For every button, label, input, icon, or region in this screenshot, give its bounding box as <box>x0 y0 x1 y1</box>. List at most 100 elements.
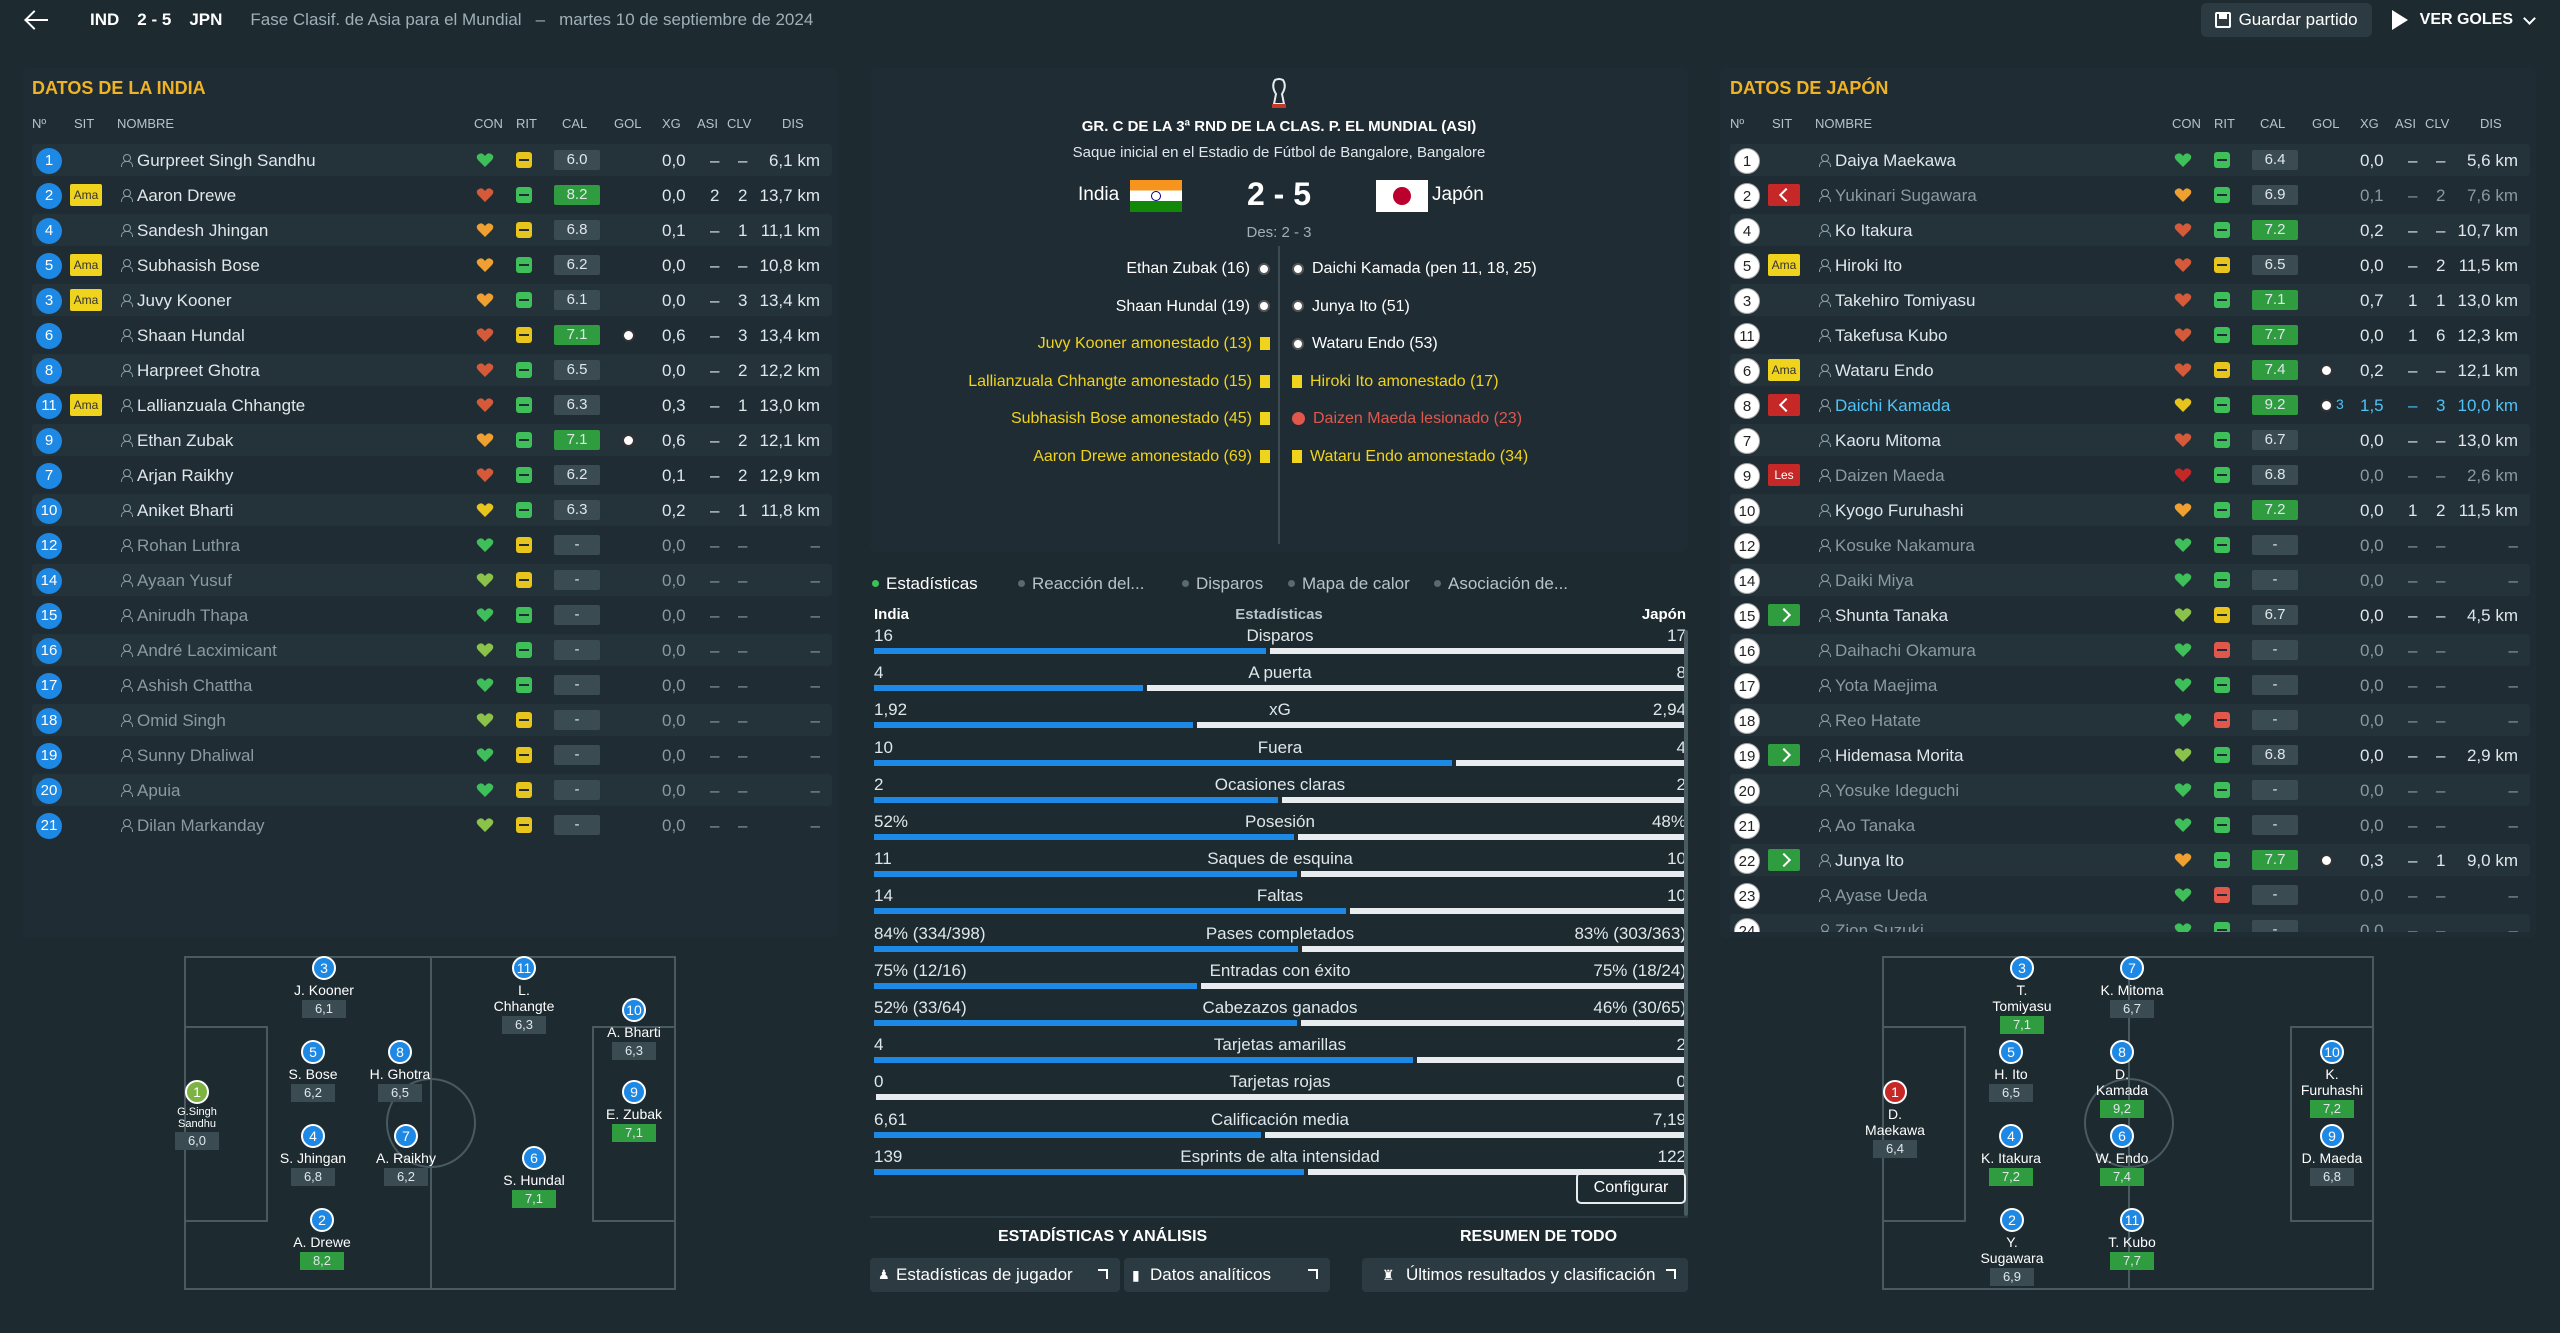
player-name[interactable]: Apuia <box>137 781 181 800</box>
india-player-row[interactable]: 7 Arjan Raikhy 6.2 0,1 –2 12,9 km <box>32 459 832 491</box>
player-name[interactable]: Daizen Maeda <box>1835 466 1945 485</box>
player-name[interactable]: Arjan Raikhy <box>137 466 234 485</box>
india-player-row[interactable]: 3 Ama Juvy Kooner 6.1 0,0–3 13,4 km <box>32 284 832 316</box>
japan-player-row[interactable]: 6 Ama Wataru Endo 7.4 0,2– –12,1 km <box>1730 354 2530 386</box>
india-player-row[interactable]: 9 Ethan Zubak 7.1 0,6 –2 12,1 km <box>32 424 832 456</box>
player-name[interactable]: Zion Suzuki <box>1835 921 1924 932</box>
pitch-player[interactable]: 3 T. Tomiyasu 7,1 <box>1987 956 2057 1034</box>
pitch-player[interactable]: 7 K. Mitoma 6,7 <box>2097 956 2167 1018</box>
india-player-row[interactable]: 19 Sunny Dhaliwal -0,0– – – <box>32 739 832 771</box>
player-name[interactable]: Takehiro Tomiyasu <box>1835 291 1976 310</box>
player-name[interactable]: Ko Itakura <box>1835 221 1913 240</box>
pitch-player[interactable]: 8 H. Ghotra 6,5 <box>365 1040 435 1102</box>
player-name[interactable]: Kaoru Mitoma <box>1835 431 1941 450</box>
india-player-row[interactable]: 16 André Lacximicant -0,0– – – <box>32 634 832 666</box>
india-player-row[interactable]: 2 Ama Aaron Drewe 8.2 0,0 2 2 13,7 km <box>32 179 832 211</box>
player-name[interactable]: Daiki Miya <box>1835 571 1914 590</box>
pitch-player[interactable]: 6 S. Hundal 7,1 <box>499 1146 569 1208</box>
japan-player-row[interactable]: 15 Shunta Tanaka 6.7 0,0 – – 4,5 km <box>1730 599 2530 631</box>
player-name[interactable]: Ayase Ueda <box>1835 886 1928 905</box>
japan-player-row[interactable]: 21 Ao Tanaka -0,0– – – <box>1730 809 2530 841</box>
player-name[interactable]: Omid Singh <box>137 711 226 730</box>
player-name[interactable]: Yota Maejima <box>1835 676 1938 695</box>
japan-player-row[interactable]: 18 Reo Hatate -0,0– – – <box>1730 704 2530 736</box>
player-name[interactable]: Daichi Kamada <box>1835 396 1951 415</box>
configure-button[interactable]: Configurar <box>1576 1172 1686 1204</box>
player-name[interactable]: Daihachi Okamura <box>1835 641 1976 660</box>
india-player-row[interactable]: 20 Apuia -0,0– – – <box>32 774 832 806</box>
player-name[interactable]: Reo Hatate <box>1835 711 1921 730</box>
pitch-player[interactable]: 6 W. Endo 7,4 <box>2087 1124 2157 1186</box>
player-name[interactable]: Sandesh Jhingan <box>137 221 269 240</box>
pitch-player[interactable]: 1 G.Singh Sandhu 6,0 <box>162 1080 232 1150</box>
pitch-player[interactable]: 1 D. Maekawa 6,4 <box>1860 1080 1930 1158</box>
india-player-row[interactable]: 14 Ayaan Yusuf -0,0– – – <box>32 564 832 596</box>
japan-player-row[interactable]: 11 Takefusa Kubo 7.7 0,0 1 6 12,3 km <box>1730 319 2530 351</box>
player-name[interactable]: Harpreet Ghotra <box>137 361 260 380</box>
player-name[interactable]: Gurpreet Singh Sandhu <box>137 151 316 170</box>
japan-player-row[interactable]: 12 Kosuke Nakamura -0,0– – – <box>1730 529 2530 561</box>
player-name[interactable]: Dilan Markanday <box>137 816 265 835</box>
player-name[interactable]: Ashish Chattha <box>137 676 253 695</box>
japan-player-row[interactable]: 17 Yota Maejima -0,0– – – <box>1730 669 2530 701</box>
pitch-player[interactable]: 10 K. Furuhashi 7,2 <box>2297 1040 2367 1118</box>
analytics-button[interactable]: ▮ Datos analíticos <box>1124 1258 1330 1292</box>
japan-player-row[interactable]: 3 Takehiro Tomiyasu 7.1 0,7 1 1 13,0 km <box>1730 284 2530 316</box>
player-name[interactable]: Shunta Tanaka <box>1835 606 1949 625</box>
india-player-row[interactable]: 12 Rohan Luthra -0,0– – – <box>32 529 832 561</box>
pitch-player[interactable]: 7 A. Raikhy 6,2 <box>371 1124 441 1186</box>
player-name[interactable]: Sunny Dhaliwal <box>137 746 255 765</box>
india-player-row[interactable]: 4 Sandesh Jhingan 6.8 0,1 –1 11,1 km <box>32 214 832 246</box>
player-name[interactable]: Aniket Bharti <box>137 501 234 520</box>
player-name[interactable]: André Lacximicant <box>137 641 277 660</box>
tab-4[interactable]: Asociación de... <box>1433 574 1569 593</box>
tab-2[interactable]: Disparos <box>1181 574 1264 593</box>
player-name[interactable]: Kosuke Nakamura <box>1835 536 1975 555</box>
japan-player-row[interactable]: 14 Daiki Miya -0,0– – – <box>1730 564 2530 596</box>
pitch-player[interactable]: 3 J. Kooner 6,1 <box>289 956 359 1018</box>
pitch-player[interactable]: 4 S. Jhingan 6,8 <box>278 1124 348 1186</box>
japan-player-row[interactable]: 23 Ayase Ueda -0,0– – – <box>1730 879 2530 911</box>
pitch-player[interactable]: 10 A. Bharti 6,3 <box>599 998 669 1060</box>
japan-player-row[interactable]: 22 Junya Ito 7.7 0,3 –1 9,0 km <box>1730 844 2530 876</box>
india-player-row[interactable]: 11 Ama Lallianzuala Chhangte 6.3 0,3 –1 13,0 k… <box>32 389 832 421</box>
player-name[interactable]: Rohan Luthra <box>137 536 241 555</box>
stats-scrollbar[interactable] <box>1684 630 1688 1216</box>
player-name[interactable]: Ethan Zubak <box>137 431 234 450</box>
japan-player-row[interactable]: 24 Zion Suzuki - 0,0 – – – <box>1730 914 2530 932</box>
pitch-player[interactable]: 2 Y. Sugawara 6,9 <box>1977 1208 2047 1286</box>
japan-player-row[interactable]: 20 Yosuke Ideguchi -0,0– – – <box>1730 774 2530 806</box>
player-name[interactable]: Junya Ito <box>1835 851 1904 870</box>
player-name[interactable]: Wataru Endo <box>1835 361 1934 380</box>
pitch-player[interactable]: 8 D. Kamada 9,2 <box>2087 1040 2157 1118</box>
pitch-player[interactable]: 2 A. Drewe 8,2 <box>287 1208 357 1270</box>
player-name[interactable]: Yukinari Sugawara <box>1835 186 1977 205</box>
player-name[interactable]: Hidemasa Morita <box>1835 746 1964 765</box>
player-name[interactable]: Hiroki Ito <box>1835 256 1903 275</box>
japan-player-row[interactable]: 5 Ama Hiroki Ito 6.5 0,0 –2 11,5 km <box>1730 249 2530 281</box>
player-name[interactable]: Takefusa Kubo <box>1835 326 1948 345</box>
india-player-row[interactable]: 8 Harpreet Ghotra 6.5 0,0 –2 12,2 km <box>32 354 832 386</box>
player-name[interactable]: Lallianzuala Chhangte <box>137 396 306 415</box>
tab-3[interactable]: Mapa de calor <box>1288 574 1410 593</box>
india-player-row[interactable]: 17 Ashish Chattha -0,0– – – <box>32 669 832 701</box>
japan-player-table[interactable]: 1 Daiya Maekawa 6.4 0,0– –5,6 km 2 Yukinari Su… <box>1720 68 2536 932</box>
pitch-player[interactable]: 4 K. Itakura 7,2 <box>1976 1124 2046 1186</box>
japan-player-row[interactable]: 4 Ko Itakura 7.2 0,2– –10,7 km <box>1730 214 2530 246</box>
player-name[interactable]: Ayaan Yusuf <box>137 571 232 590</box>
pitch-player[interactable]: 5 S. Bose 6,2 <box>278 1040 348 1102</box>
japan-player-row[interactable]: 2 Yukinari Sugawara 6.9 0,1–2 7,6 km <box>1730 179 2530 211</box>
japan-player-row[interactable]: 16 Daihachi Okamura -0,0– – – <box>1730 634 2530 666</box>
india-player-row[interactable]: 10 Aniket Bharti 6.3 0,2 –1 11,8 km <box>32 494 832 526</box>
india-player-row[interactable]: 18 Omid Singh -0,0– – – <box>32 704 832 736</box>
japan-player-row[interactable]: 8 Daichi Kamada 9.2 3 1,5–3 10,0 km <box>1730 389 2530 421</box>
japan-player-row[interactable]: 19 Hidemasa Morita 6.8 0,0 – – 2,9 km <box>1730 739 2530 771</box>
back-arrow-icon[interactable] <box>20 0 60 40</box>
player-name[interactable]: Subhasish Bose <box>137 256 260 275</box>
india-player-row[interactable]: 21 Dilan Markanday -0,0– – – <box>32 809 832 841</box>
japan-player-row[interactable]: 9 Les Daizen Maeda 6.8 0,0 – – 2,6 km <box>1730 459 2530 491</box>
pitch-player[interactable]: 9 E. Zubak 7,1 <box>599 1080 669 1142</box>
player-name[interactable]: Yosuke Ideguchi <box>1835 781 1960 800</box>
india-player-row[interactable]: 6 Shaan Hundal 7.1 0,6 –3 13,4 km <box>32 319 832 351</box>
japan-player-row[interactable]: 7 Kaoru Mitoma 6.7 0,0– –13,0 km <box>1730 424 2530 456</box>
